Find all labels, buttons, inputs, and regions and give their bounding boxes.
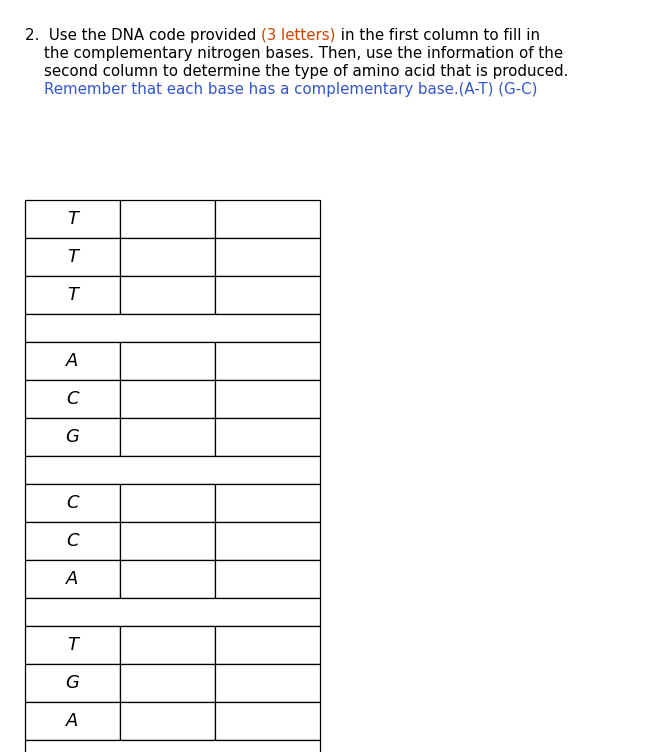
Text: the complementary nitrogen bases. Then, use the information of the: the complementary nitrogen bases. Then, … xyxy=(25,46,563,61)
Bar xyxy=(25,342,120,380)
Text: (3 letters): (3 letters) xyxy=(261,28,336,43)
Bar xyxy=(120,560,215,598)
Bar xyxy=(215,342,320,380)
Bar xyxy=(120,418,215,456)
Bar xyxy=(120,238,215,276)
Bar xyxy=(25,740,320,752)
Bar xyxy=(120,276,215,314)
Bar xyxy=(120,702,215,740)
Bar xyxy=(25,664,120,702)
Bar xyxy=(25,598,320,626)
Bar xyxy=(215,484,320,522)
Text: T: T xyxy=(67,636,78,654)
Text: G: G xyxy=(65,674,80,692)
Bar xyxy=(215,560,320,598)
Bar xyxy=(215,664,320,702)
Bar xyxy=(25,702,120,740)
Bar xyxy=(215,522,320,560)
Bar xyxy=(215,626,320,664)
Bar xyxy=(25,522,120,560)
Bar xyxy=(215,418,320,456)
Bar xyxy=(25,418,120,456)
Text: Remember that each base has a complementary base.(A-T) (G-C): Remember that each base has a complement… xyxy=(25,82,538,97)
Bar xyxy=(215,200,320,238)
Bar xyxy=(25,380,120,418)
Text: C: C xyxy=(66,390,79,408)
Bar xyxy=(25,626,120,664)
Bar xyxy=(25,484,120,522)
Bar xyxy=(120,626,215,664)
Text: T: T xyxy=(67,210,78,228)
Bar xyxy=(25,200,120,238)
Text: C: C xyxy=(66,494,79,512)
Bar xyxy=(25,560,120,598)
Text: T: T xyxy=(67,248,78,266)
Text: A: A xyxy=(66,352,79,370)
Text: 2.  Use the DNA code provided: 2. Use the DNA code provided xyxy=(25,28,261,43)
Bar xyxy=(120,200,215,238)
Text: C: C xyxy=(66,532,79,550)
Bar xyxy=(120,380,215,418)
Bar xyxy=(215,380,320,418)
Text: in the first column to fill in: in the first column to fill in xyxy=(336,28,540,43)
Bar xyxy=(120,342,215,380)
Text: second column to determine the type of amino acid that is produced.: second column to determine the type of a… xyxy=(25,64,568,79)
Bar xyxy=(215,238,320,276)
Bar xyxy=(25,314,320,342)
Bar xyxy=(25,276,120,314)
Text: T: T xyxy=(67,286,78,304)
Bar xyxy=(120,484,215,522)
Bar xyxy=(25,456,320,484)
Bar xyxy=(120,522,215,560)
Text: A: A xyxy=(66,712,79,730)
Text: G: G xyxy=(65,428,80,446)
Bar xyxy=(215,276,320,314)
Bar xyxy=(25,238,120,276)
Bar xyxy=(215,702,320,740)
Text: A: A xyxy=(66,570,79,588)
Bar xyxy=(120,664,215,702)
